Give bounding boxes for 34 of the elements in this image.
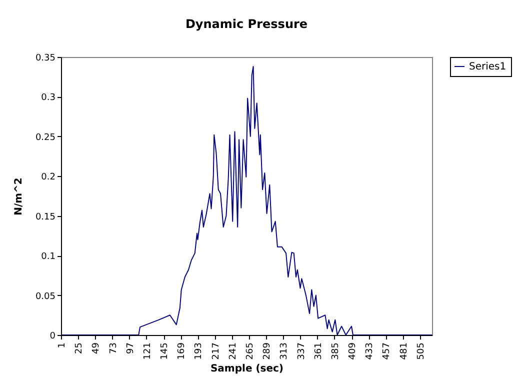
y-tick-label: 0.25: [35, 132, 56, 143]
y-axis-title: N/m^2: [13, 178, 24, 216]
x-tick-label: 457: [382, 342, 392, 360]
x-tick-label: 313: [280, 342, 290, 360]
x-axis-title: Sample (sec): [210, 364, 284, 375]
x-tick-label: 73: [108, 342, 119, 354]
chart-title: Dynamic Pressure: [185, 17, 308, 31]
x-tick-label: 265: [245, 342, 256, 360]
x-tick-label: 169: [177, 342, 188, 360]
x-tick-label: 409: [348, 342, 358, 360]
y-tick-label: 0.15: [35, 212, 56, 222]
y-tick-label: 0: [50, 332, 56, 342]
x-tick-label: 217: [211, 342, 222, 360]
x-tick-label: 289: [262, 342, 273, 360]
y-tick-label: 0.35: [35, 54, 56, 64]
x-tick-label: 361: [314, 342, 324, 360]
x-tick-label: 121: [142, 342, 153, 360]
x-tick-label: 193: [194, 342, 204, 360]
y-tick-label: 0.1: [41, 252, 56, 262]
x-tick-label: 433: [365, 342, 376, 360]
y-tick-label: 0.2: [41, 172, 56, 183]
y-tick-label: 0.05: [35, 292, 56, 302]
x-tick-label: 25: [74, 342, 85, 354]
x-tick-label: 145: [160, 342, 170, 360]
x-tick-label: 337: [296, 342, 307, 360]
x-tick-label: 97: [126, 342, 136, 354]
y-tick-label: 0.3: [41, 93, 56, 104]
x-tick-label: 49: [92, 342, 102, 354]
x-tick-label: 1: [58, 342, 68, 348]
x-tick-label: 241: [228, 342, 238, 360]
legend-label: Series1: [469, 62, 506, 72]
x-tick-label: 505: [416, 342, 426, 360]
x-tick-label: 385: [330, 342, 341, 360]
x-tick-label: 481: [399, 342, 410, 360]
